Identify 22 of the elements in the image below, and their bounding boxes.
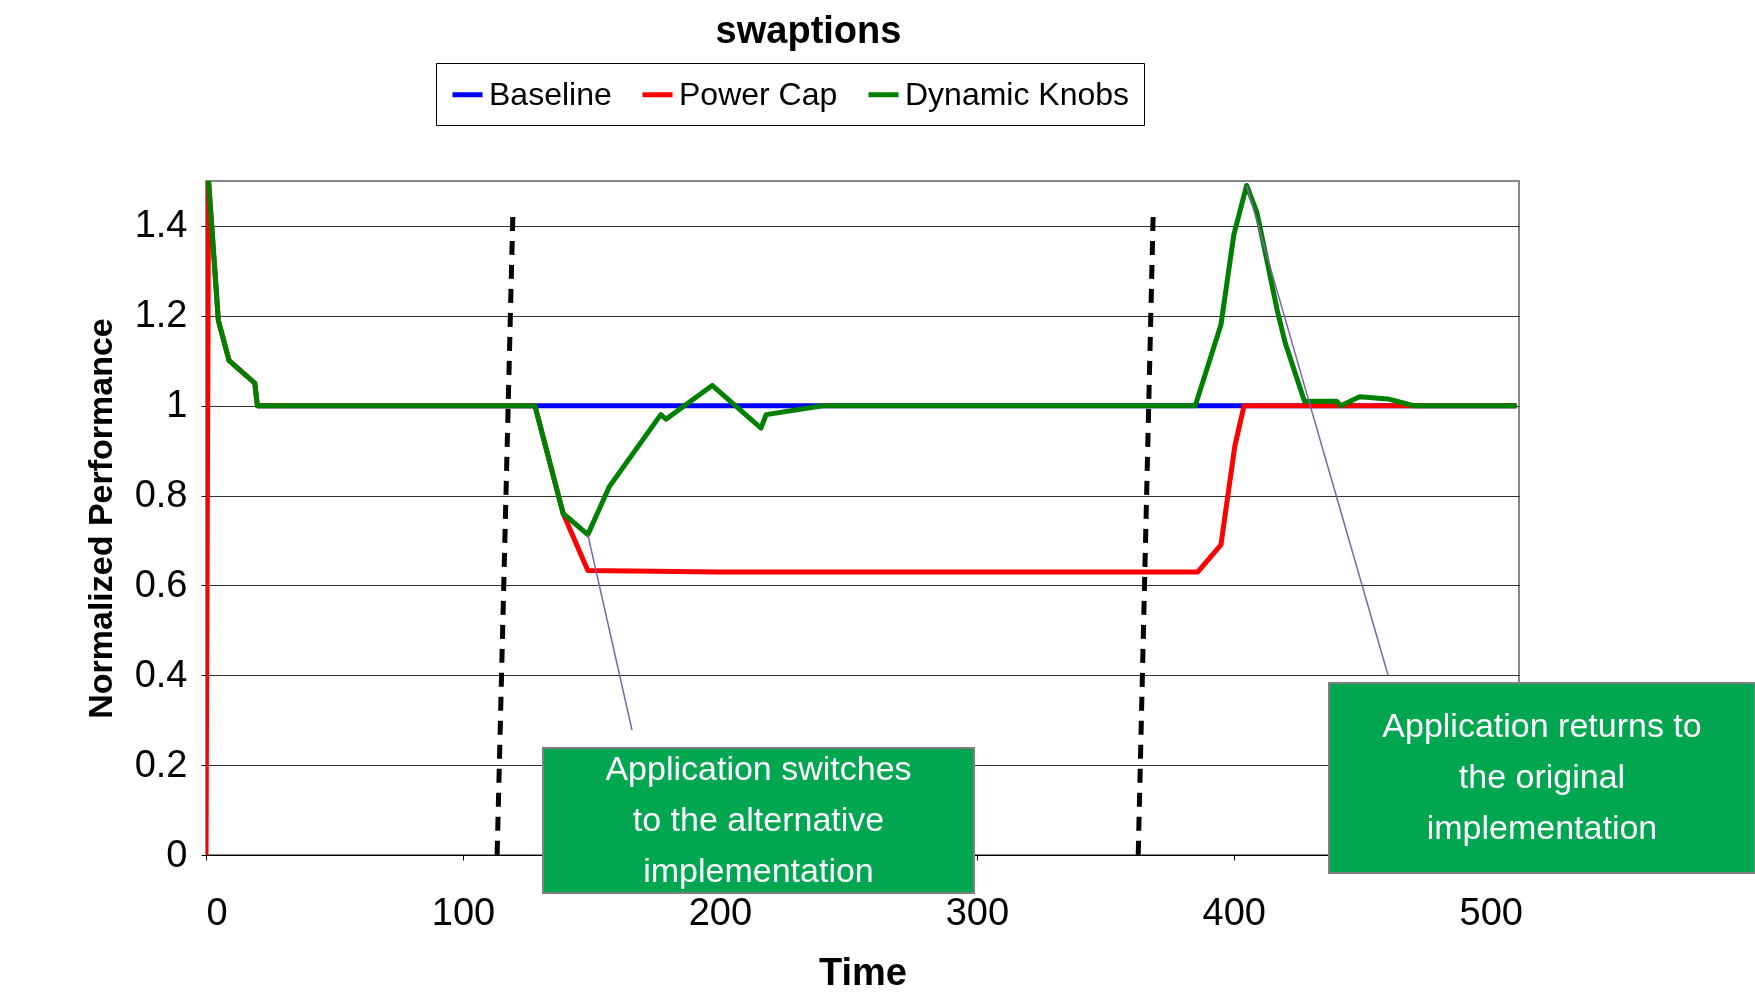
x-tick-label: 100 — [431, 890, 496, 933]
annotation: Application switches to the alternative implementation — [605, 748, 912, 889]
y-tick-label: 0.8 — [134, 473, 188, 516]
x-axis-title: Time — [818, 950, 908, 993]
y-tick-label: 0.4 — [134, 652, 188, 695]
y-tick-label: 1.2 — [134, 293, 188, 336]
x-tick-label: 0 — [206, 890, 228, 933]
y-tick-label: 0 — [166, 832, 188, 875]
legend-label: Power Cap — [679, 75, 838, 112]
y-tick-label: 1.4 — [134, 203, 188, 246]
chart-title: swaptions — [715, 8, 902, 51]
x-tick-label: 300 — [945, 890, 1010, 933]
y-tick-label: 0.2 — [134, 742, 188, 785]
y-tick-label: 1 — [166, 383, 188, 426]
annotation: Application returns to the original implementation — [1382, 706, 1702, 846]
legend-label: Dynamic Knobs — [905, 75, 1130, 112]
x-tick-label: 200 — [688, 890, 753, 933]
y-axis-title: Normalized Performance — [80, 318, 119, 719]
y-tick-label: 0.6 — [134, 562, 188, 605]
x-tick-label: 400 — [1202, 890, 1266, 933]
legend-label: Baseline — [489, 75, 612, 112]
x-tick-label: 500 — [1459, 890, 1523, 933]
